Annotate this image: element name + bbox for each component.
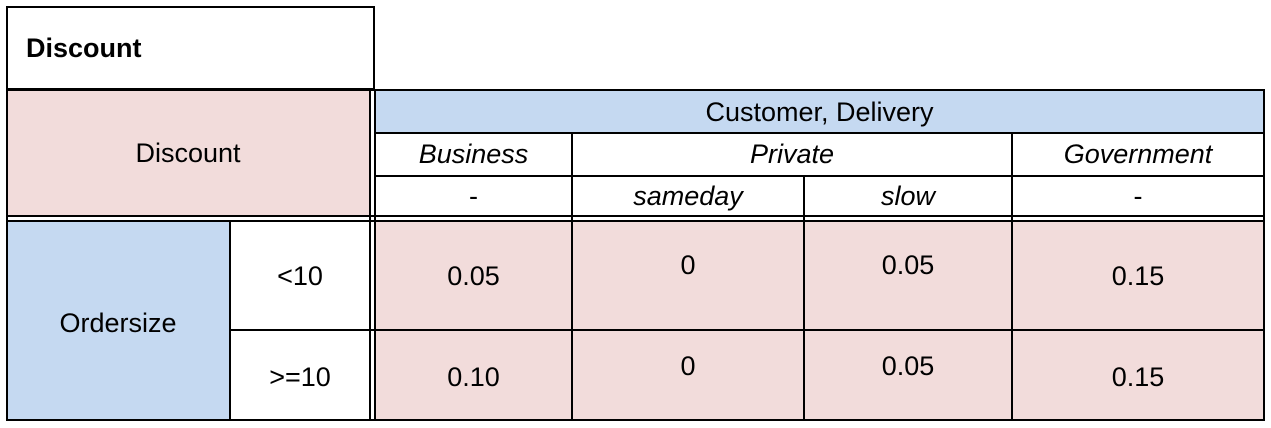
grid-line [375,132,1264,134]
delivery-slow-header: slow [804,176,1012,217]
customer-government-header: Government [1012,133,1264,176]
table-title: Discount [6,6,375,90]
grid-line [803,175,805,421]
delivery-slow-label: slow [880,181,935,211]
value-text: 0.05 [881,249,935,280]
row-label: >=10 [269,361,331,392]
grid-line [571,132,573,421]
value-text: 0.15 [1111,260,1165,291]
value-text: 0.15 [1111,361,1165,392]
value-cell-government: 0.15 [1012,222,1264,330]
grid-line [230,329,1264,331]
row-label: <10 [277,260,323,291]
row-label-cell: >=10 [230,330,370,420]
table-border-top [6,89,1265,91]
row-label-cell: <10 [230,222,370,330]
customer-government-label: Government [1063,139,1213,169]
delivery-business-header: - [375,176,572,217]
grid-line [375,175,1264,177]
header-separator [6,220,1265,222]
header-separator [6,215,1265,217]
value-text: 0 [680,350,696,381]
group-header-label: Customer, Delivery [705,96,934,127]
group-header-cell: Customer, Delivery [375,91,1264,133]
table-border-right [1263,89,1265,421]
value-cell-business: 0.10 [375,330,572,420]
table-border-bottom [6,419,1265,421]
value-cell-sameday: 0 [572,222,804,330]
row-header-label: Ordersize [59,307,177,338]
value-text: 0.10 [447,361,500,392]
table-border-left [6,89,8,421]
delivery-sameday-header: sameday [572,176,804,217]
value-cell-government: 0.15 [1012,330,1264,420]
customer-private-label: Private [749,139,835,169]
header-separator [374,89,376,421]
corner-header-cell: Discount [6,89,370,217]
delivery-sameday-label: sameday [633,181,743,211]
value-cell-slow: 0.05 [804,330,1012,420]
value-text: 0.05 [881,350,935,381]
customer-private-header: Private [572,133,1012,176]
customer-business-header: Business [375,133,572,176]
delivery-government-header: - [1012,176,1264,217]
row-header-cell: Ordersize [6,222,230,420]
delivery-government-label: - [1133,181,1143,211]
customer-business-label: Business [418,139,529,169]
header-separator [369,89,371,421]
corner-label: Discount [135,137,241,168]
value-text: 0.05 [447,260,500,291]
grid-line [1011,132,1013,421]
value-text: 0 [680,249,696,280]
grid-line [229,220,231,421]
value-cell-business: 0.05 [375,222,572,330]
delivery-business-label: - [469,181,478,211]
value-cell-sameday: 0 [572,330,804,420]
value-cell-slow: 0.05 [804,222,1012,330]
